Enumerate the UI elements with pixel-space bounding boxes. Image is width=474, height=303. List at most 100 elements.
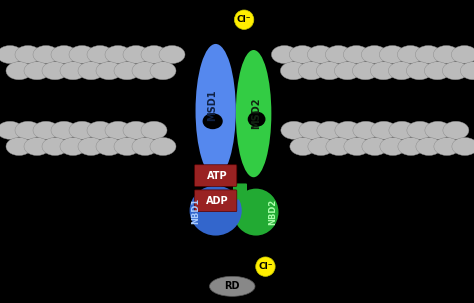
Ellipse shape (308, 138, 334, 155)
Ellipse shape (362, 138, 388, 155)
Ellipse shape (299, 121, 325, 139)
Text: RD: RD (225, 281, 240, 291)
Ellipse shape (352, 62, 378, 80)
Ellipse shape (272, 45, 297, 64)
Ellipse shape (317, 121, 343, 139)
Ellipse shape (195, 44, 236, 177)
Ellipse shape (33, 45, 59, 64)
Ellipse shape (281, 62, 306, 80)
FancyBboxPatch shape (194, 165, 237, 186)
Ellipse shape (397, 45, 423, 64)
Ellipse shape (105, 45, 131, 64)
Text: NBD2: NBD2 (268, 199, 277, 225)
Ellipse shape (96, 138, 122, 155)
Ellipse shape (370, 62, 396, 80)
Ellipse shape (344, 138, 370, 155)
Ellipse shape (317, 62, 342, 80)
Ellipse shape (334, 62, 360, 80)
Ellipse shape (379, 45, 405, 64)
Ellipse shape (15, 121, 41, 139)
Ellipse shape (24, 62, 50, 80)
Text: Cl⁻: Cl⁻ (237, 15, 251, 24)
Ellipse shape (425, 121, 451, 139)
Ellipse shape (406, 62, 432, 80)
FancyBboxPatch shape (233, 183, 247, 199)
Ellipse shape (0, 45, 23, 64)
Ellipse shape (51, 45, 77, 64)
Ellipse shape (60, 62, 86, 80)
Ellipse shape (141, 45, 167, 64)
Ellipse shape (281, 121, 307, 139)
Ellipse shape (325, 45, 351, 64)
Text: MSD2: MSD2 (252, 98, 262, 129)
Circle shape (235, 10, 254, 29)
Ellipse shape (398, 138, 424, 155)
Ellipse shape (150, 138, 176, 155)
Ellipse shape (60, 138, 86, 155)
Ellipse shape (460, 62, 474, 80)
Ellipse shape (51, 121, 77, 139)
Ellipse shape (6, 62, 32, 80)
Text: NBD1: NBD1 (191, 198, 200, 224)
Ellipse shape (6, 138, 32, 155)
Ellipse shape (389, 121, 415, 139)
Ellipse shape (308, 45, 333, 64)
Ellipse shape (335, 121, 361, 139)
Ellipse shape (451, 45, 474, 64)
Ellipse shape (202, 113, 223, 129)
Ellipse shape (210, 276, 255, 296)
Ellipse shape (388, 62, 414, 80)
Ellipse shape (353, 121, 379, 139)
Text: MSD1: MSD1 (207, 90, 217, 121)
Ellipse shape (380, 138, 406, 155)
Ellipse shape (233, 188, 278, 236)
Ellipse shape (434, 138, 460, 155)
Circle shape (256, 257, 275, 276)
FancyBboxPatch shape (194, 190, 237, 211)
Ellipse shape (443, 121, 469, 139)
Text: Cl⁻: Cl⁻ (258, 262, 273, 271)
Ellipse shape (290, 45, 315, 64)
Ellipse shape (42, 138, 68, 155)
Ellipse shape (424, 62, 450, 80)
Ellipse shape (248, 112, 265, 127)
Ellipse shape (159, 45, 185, 64)
Text: ADP: ADP (206, 196, 229, 206)
Ellipse shape (407, 121, 433, 139)
Ellipse shape (0, 121, 23, 139)
Ellipse shape (78, 62, 104, 80)
Ellipse shape (123, 45, 149, 64)
Ellipse shape (33, 121, 59, 139)
Ellipse shape (190, 185, 242, 236)
Ellipse shape (416, 138, 442, 155)
Ellipse shape (24, 138, 50, 155)
Ellipse shape (132, 62, 158, 80)
Ellipse shape (69, 45, 95, 64)
Ellipse shape (442, 62, 468, 80)
Ellipse shape (42, 62, 68, 80)
Ellipse shape (452, 138, 474, 155)
Ellipse shape (96, 62, 122, 80)
Ellipse shape (114, 62, 140, 80)
Ellipse shape (15, 45, 41, 64)
Ellipse shape (343, 45, 369, 64)
Ellipse shape (361, 45, 387, 64)
Ellipse shape (290, 138, 316, 155)
Ellipse shape (299, 62, 324, 80)
Ellipse shape (78, 138, 104, 155)
Ellipse shape (114, 138, 140, 155)
Ellipse shape (236, 50, 271, 177)
Ellipse shape (371, 121, 397, 139)
Ellipse shape (415, 45, 441, 64)
Text: ATP: ATP (207, 171, 228, 181)
Ellipse shape (105, 121, 131, 139)
Ellipse shape (326, 138, 352, 155)
Ellipse shape (87, 121, 113, 139)
Ellipse shape (87, 45, 113, 64)
Ellipse shape (141, 121, 167, 139)
Ellipse shape (150, 62, 176, 80)
Ellipse shape (69, 121, 95, 139)
Ellipse shape (132, 138, 158, 155)
Ellipse shape (123, 121, 149, 139)
Ellipse shape (433, 45, 459, 64)
